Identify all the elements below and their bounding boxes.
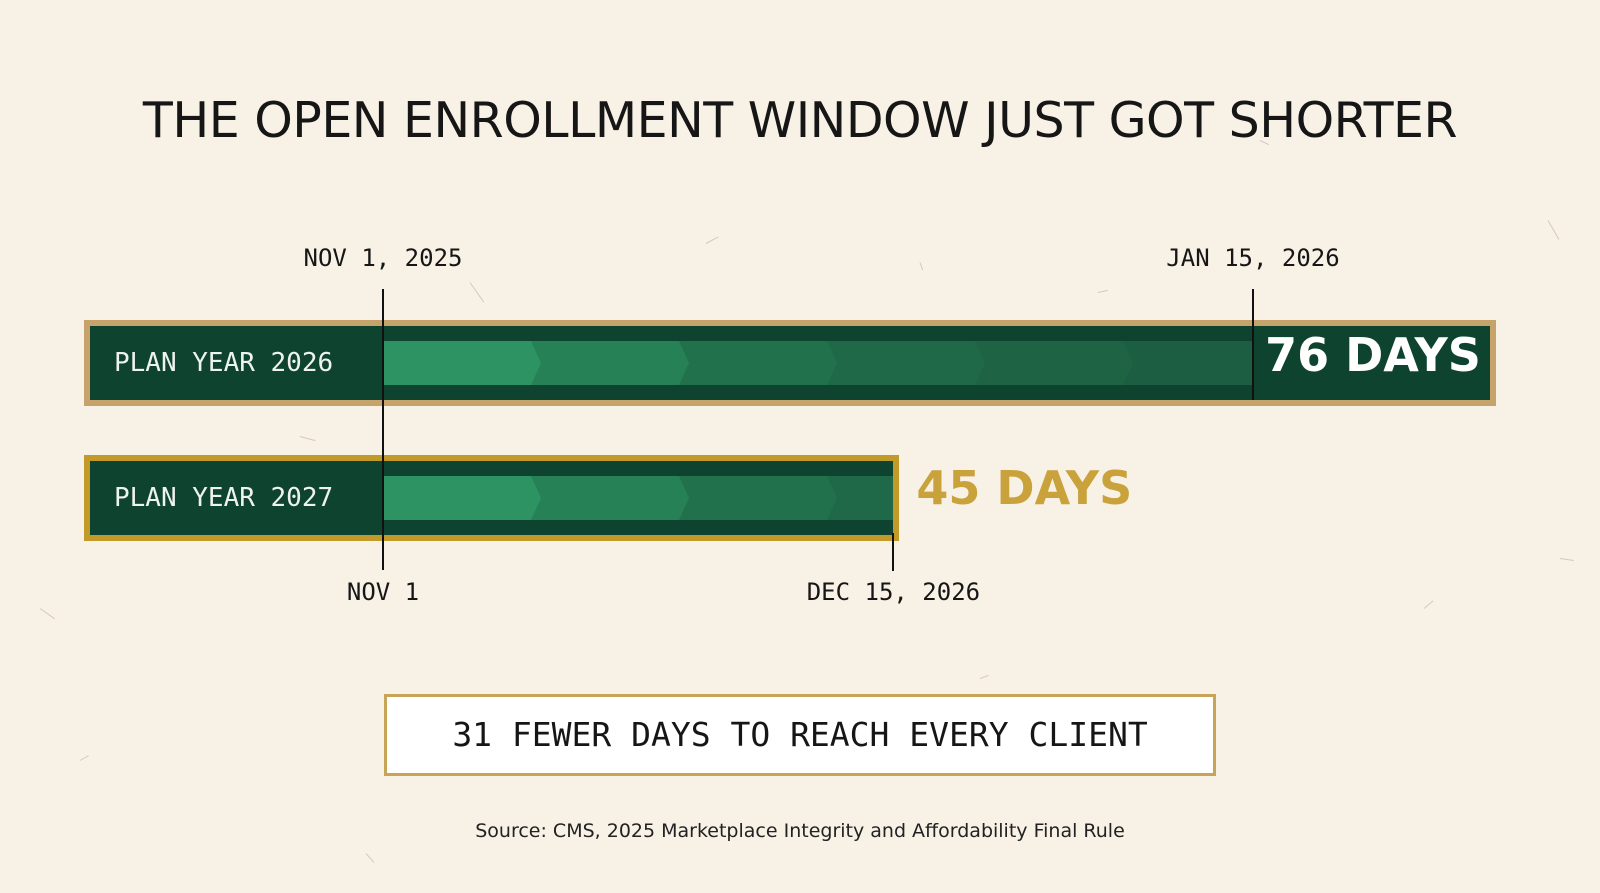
end-tick-plan-year-2027 <box>892 533 895 571</box>
paper-speck <box>705 236 719 244</box>
chevron-segment <box>1123 341 1253 385</box>
paper-speck <box>1423 600 1434 609</box>
start-date-label-plan-year-2026: NOV 1, 2025 <box>303 244 463 272</box>
chevron-segment <box>826 476 894 520</box>
chevron-segment <box>827 341 985 385</box>
source-citation: Source: CMS, 2025 Marketplace Integrity … <box>475 820 1125 842</box>
paper-speck <box>979 674 989 679</box>
chevron-track <box>383 476 894 520</box>
chevron-segment <box>678 476 837 520</box>
shared-start-line <box>382 289 384 570</box>
paper-speck <box>79 755 89 761</box>
page-title: THE OPEN ENROLLMENT WINDOW JUST GOT SHOR… <box>142 92 1458 149</box>
days-count-plan-year-2026: 76 DAYS <box>1265 328 1481 382</box>
paper-speck <box>365 853 375 863</box>
paper-speck <box>299 436 316 442</box>
paper-speck <box>1559 558 1574 561</box>
paper-speck <box>39 608 56 620</box>
end-tick-plan-year-2026 <box>1252 289 1254 400</box>
chevron-track <box>383 341 1253 385</box>
end-date-label-plan-year-2026: JAN 15, 2026 <box>1166 244 1340 272</box>
chevron-segment <box>679 341 837 385</box>
paper-speck <box>919 262 924 271</box>
end-date-label-plan-year-2027: DEC 15, 2026 <box>806 578 981 606</box>
paper-speck <box>469 282 485 303</box>
bar-label-plan-year-2027: PLAN YEAR 2027 <box>114 483 334 513</box>
fewer-days-callout: 31 FEWER DAYS TO REACH EVERY CLIENT <box>384 694 1216 776</box>
days-count-plan-year-2027: 45 DAYS <box>916 461 1133 515</box>
chevron-segment <box>383 476 541 520</box>
chevron-segment <box>530 476 689 520</box>
progress-track-plan-year-2026 <box>383 341 1253 385</box>
chevron-segment <box>383 341 541 385</box>
chevron-segment <box>531 341 689 385</box>
bar-plan-year-2026: PLAN YEAR 2026 <box>84 320 1496 406</box>
paper-speck <box>1547 220 1560 240</box>
progress-track-plan-year-2027 <box>383 476 894 520</box>
chevron-segment <box>975 341 1133 385</box>
start-date-label-plan-year-2027: NOV 1 <box>346 578 420 606</box>
bar-label-plan-year-2026: PLAN YEAR 2026 <box>114 348 334 378</box>
paper-speck <box>1097 289 1108 293</box>
bar-plan-year-2027: PLAN YEAR 2027 <box>84 455 900 541</box>
